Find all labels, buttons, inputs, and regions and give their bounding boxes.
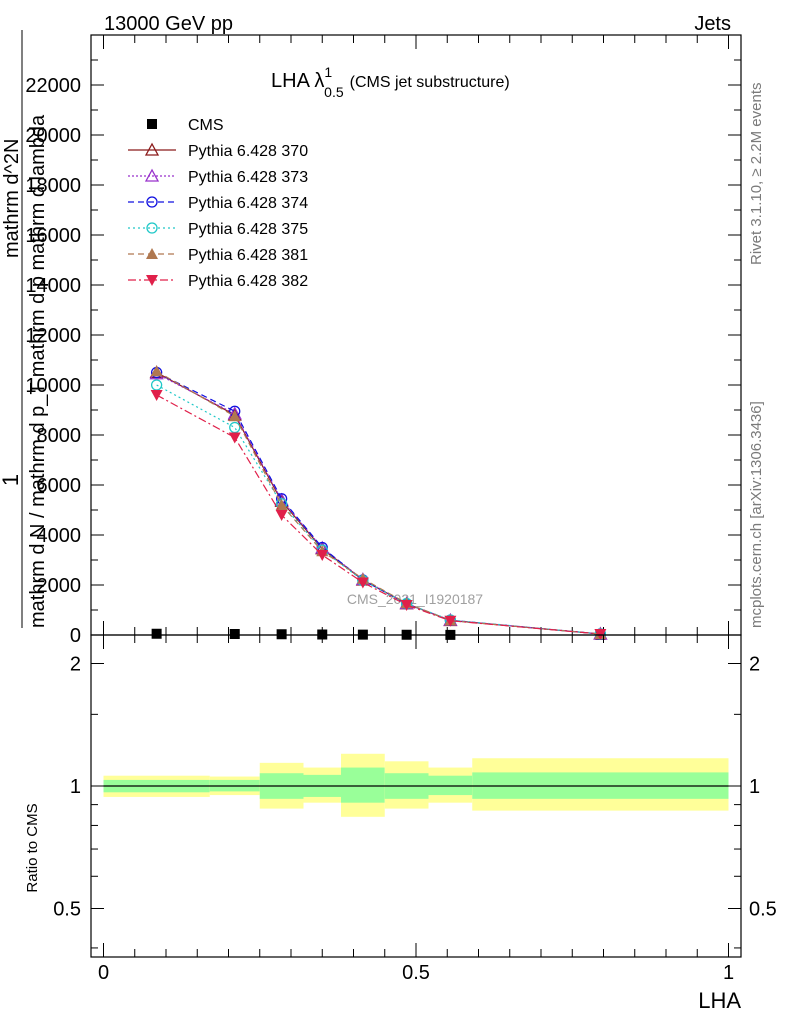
legend-label: Pythia 6.428 370	[188, 143, 308, 160]
analysis-watermark: CMS_2021_I1920187	[347, 591, 483, 607]
legend-marker	[144, 168, 160, 182]
ylabel-denominator: mathrm d N / mathrm d p_T mathrm d p mat…	[27, 114, 49, 628]
data-point-6	[316, 550, 329, 561]
data-point-5	[150, 365, 163, 377]
legend-label: Pythia 6.428 373	[188, 169, 308, 186]
legend-label: Pythia 6.428 374	[188, 195, 308, 212]
legend-label: Pythia 6.428 382	[188, 273, 308, 290]
ylabel-numerator-one: 1	[0, 474, 23, 486]
plot-title: LHA λ1 0.5(CMS jet substructure)	[271, 64, 510, 100]
legend-marker	[147, 119, 157, 129]
data-point-6	[356, 577, 369, 589]
upper-ylabel: 1 mathrm d N / mathrm d p_T mathrm d p m…	[0, 30, 49, 628]
ylabel-numerator: mathrm d^2N	[1, 139, 23, 258]
xtick-label: 0	[98, 962, 109, 984]
legend-label: Pythia 6.428 381	[188, 247, 308, 264]
legend-marker	[146, 248, 158, 259]
xlabel: LHA	[698, 988, 741, 1013]
main-plot: 0 2000 4000 6000 8000 10000 12000 14000 16000 180…	[25, 34, 742, 647]
ytick-label: 12000	[25, 325, 81, 347]
legend-marker	[144, 142, 160, 156]
data-point-6	[228, 432, 241, 444]
ytick-label: 22000	[25, 75, 81, 97]
data-point-6	[275, 510, 288, 521]
ratio-ytick-label-right: 1	[749, 776, 760, 798]
legend-marker	[146, 275, 158, 286]
legend-marker	[146, 222, 158, 234]
uncertainty-band-inner	[428, 775, 473, 796]
ytick-label: 20000	[25, 125, 81, 147]
ytick-label: 18000	[25, 175, 81, 197]
ytick-label: 6000	[37, 475, 82, 497]
ytick-label: 16000	[25, 225, 81, 247]
uncertainty-band-inner	[341, 767, 385, 803]
legend-marker	[146, 196, 158, 208]
xtick-label: 1	[723, 962, 734, 984]
rivet-label: Rivet 3.1.10, ≥ 2.2M events	[748, 83, 765, 266]
ytick-label: 2000	[37, 575, 82, 597]
data-point-4	[229, 421, 241, 434]
header-energy: 13000 GeV pp	[104, 13, 233, 35]
series-line-4	[156, 384, 601, 635]
data-point-0	[229, 629, 240, 639]
data-point-6	[150, 390, 163, 401]
ytick-label: 14000	[25, 275, 81, 297]
ytick-label: 10000	[25, 375, 81, 397]
legend-label: Pythia 6.428 375	[188, 221, 308, 238]
data-point-6	[400, 600, 413, 611]
ytick-label: 0	[70, 625, 81, 647]
legend-label: CMS	[188, 117, 224, 134]
data-point-0	[151, 628, 162, 639]
ytick-label: 4000	[37, 525, 82, 547]
ratio-ytick-label-right: 0.5	[749, 898, 777, 920]
legend: CMS Pythia 6.428 370 Pythia 6.428 373 Pythi…	[128, 117, 308, 290]
mcplots-label: mcplots.cern.ch [arXiv:1306.3436]	[748, 401, 765, 628]
series-line-6	[156, 394, 601, 635]
lower-frame	[90, 634, 742, 958]
ratio-ylabel: Ratio to CMS	[24, 803, 41, 892]
header-category: Jets	[694, 13, 731, 35]
ratio-ytick-label: 1	[70, 776, 81, 798]
data-point-6	[444, 615, 457, 627]
data-point-5	[228, 410, 241, 422]
data-point-0	[276, 629, 287, 640]
ratio-ytick-label-right: 2	[749, 654, 760, 676]
ytick-label: 8000	[37, 425, 82, 447]
xtick-label: 0.5	[402, 962, 430, 984]
ratio-ytick-label: 0.5	[53, 898, 81, 920]
ratio-plot: 0.5 0.5 1 1 2 2 0 0.5 1	[53, 634, 777, 984]
ratio-ytick-label: 2	[70, 654, 81, 676]
data-point-5	[275, 499, 288, 510]
